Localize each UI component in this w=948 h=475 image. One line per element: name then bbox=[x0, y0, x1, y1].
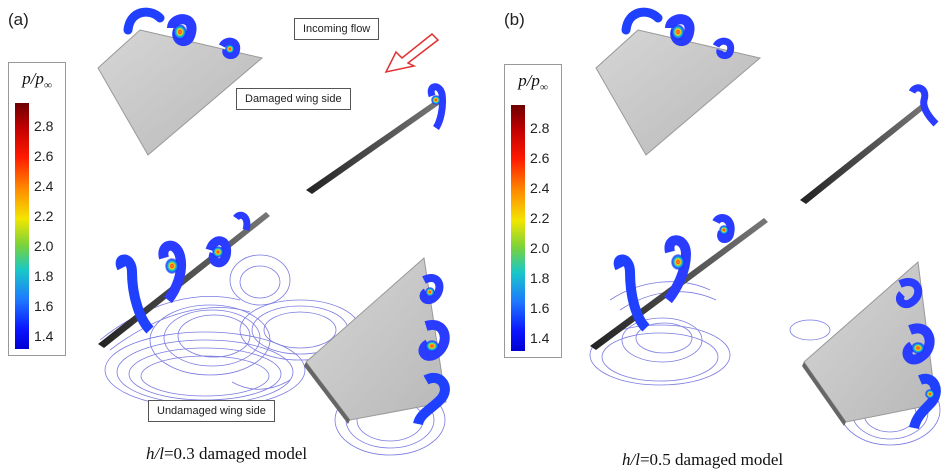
vortex-core-top-3 bbox=[218, 37, 241, 60]
vortex-core-bottom-3 bbox=[413, 373, 450, 426]
wing-planform-top bbox=[97, 29, 264, 156]
vortex-peak-bottom-2 bbox=[425, 340, 439, 352]
vortex-core-lower-2 bbox=[205, 236, 232, 268]
colorbar-tick: 2.0 bbox=[530, 240, 550, 256]
vortex-core-bottom-1 bbox=[419, 274, 444, 305]
wing-edge-on-lower bbox=[98, 212, 270, 348]
vortex-peak-lower-2 bbox=[671, 254, 685, 270]
vortex-peak-right bbox=[431, 95, 441, 105]
vortex-core-bottom-3 bbox=[909, 373, 941, 430]
vortex-core-top-1 bbox=[123, 7, 165, 35]
vortex-core-bottom-1 bbox=[895, 278, 923, 309]
callout-damaged-side: Damaged wing side bbox=[236, 88, 351, 110]
colorbar-title-a: p/p∞ bbox=[22, 69, 52, 92]
colorbar-tick: 2.2 bbox=[34, 208, 54, 224]
vortex-core-bottom-2 bbox=[902, 323, 935, 365]
colorbar-b: p/p∞ 2.8 2.6 2.4 2.2 2.0 1.8 1.6 1.4 bbox=[504, 64, 562, 358]
vortex-peak-bottom-1 bbox=[425, 287, 435, 297]
pressure-contours-a bbox=[99, 254, 446, 456]
vortex-peak-lower-3 bbox=[165, 258, 179, 274]
caption-a: h/l=0.3 damaged model bbox=[146, 444, 308, 463]
vortex-peak-bottom-3 bbox=[925, 389, 935, 399]
wing-planform-bottom-edge bbox=[802, 362, 846, 426]
vortex-core-right bbox=[427, 83, 446, 130]
vortex-core-top-3 bbox=[712, 37, 735, 60]
wing-edge-on-right bbox=[800, 102, 928, 204]
vortex-core-lower-2 bbox=[664, 235, 692, 304]
colorbar-tick: 2.0 bbox=[34, 238, 54, 254]
wing-planform-top bbox=[595, 29, 762, 156]
colorbar-tick: 1.4 bbox=[34, 328, 54, 344]
colorbar-a: p/p∞ 2.8 2.6 2.4 2.2 2.0 1.8 1.6 1.4 bbox=[8, 62, 66, 356]
caption-b: h/l=0.5 damaged model bbox=[622, 450, 784, 469]
wing-edge-on-right bbox=[306, 100, 440, 194]
incoming-flow-arrow bbox=[384, 32, 440, 74]
panel-label-a: (a) bbox=[8, 10, 29, 29]
vortex-peak-top-2 bbox=[173, 24, 187, 40]
vortex-core-lower-1 bbox=[233, 211, 251, 231]
colorbar-gradient-b bbox=[511, 105, 525, 351]
callout-undamaged-side: Undamaged wing side bbox=[148, 400, 275, 422]
colorbar-gradient-a bbox=[15, 103, 29, 349]
colorbar-tick: 2.6 bbox=[34, 148, 54, 164]
colorbar-tick: 1.8 bbox=[530, 270, 550, 286]
vortex-core-bottom-2 bbox=[418, 320, 450, 361]
colorbar-tick: 1.6 bbox=[530, 300, 550, 316]
scene-a bbox=[97, 7, 450, 456]
panel-a: (a) bbox=[8, 7, 450, 463]
vortex-peak-top-2 bbox=[671, 24, 685, 40]
colorbar-tick: 2.4 bbox=[530, 180, 550, 196]
colorbar-tick: 1.6 bbox=[34, 298, 54, 314]
vortex-core-right bbox=[908, 84, 939, 127]
panel-b: (b) bbox=[490, 0, 948, 475]
colorbar-tick: 1.8 bbox=[34, 268, 54, 284]
vortex-peak-top-3 bbox=[225, 44, 235, 54]
vortex-peak-lower-2 bbox=[212, 246, 224, 258]
vortex-peak-lower-1 bbox=[719, 225, 729, 235]
panel-label-b: (b) bbox=[504, 10, 525, 29]
colorbar-title-b: p/p∞ bbox=[518, 71, 548, 94]
vortex-core-lower-4 bbox=[115, 254, 154, 334]
colorbar-tick: 2.6 bbox=[530, 150, 550, 166]
vortex-core-lower-3 bbox=[613, 254, 650, 332]
vortex-core-top-1 bbox=[621, 7, 663, 35]
colorbar-tick: 2.2 bbox=[530, 210, 550, 226]
callout-incoming-flow: Incoming flow bbox=[294, 18, 380, 40]
wing-planform-bottom-edge bbox=[304, 362, 350, 424]
vortex-core-lower-3 bbox=[158, 240, 186, 304]
colorbar-tick: 2.8 bbox=[34, 118, 54, 134]
colorbar-tick: 2.4 bbox=[34, 178, 54, 194]
colorbar-tick: 1.4 bbox=[530, 330, 550, 346]
vortex-peak-bottom-2 bbox=[911, 342, 925, 354]
vortex-core-lower-1 bbox=[712, 214, 735, 243]
colorbar-tick: 2.8 bbox=[530, 120, 550, 136]
scene-b bbox=[589, 7, 941, 446]
